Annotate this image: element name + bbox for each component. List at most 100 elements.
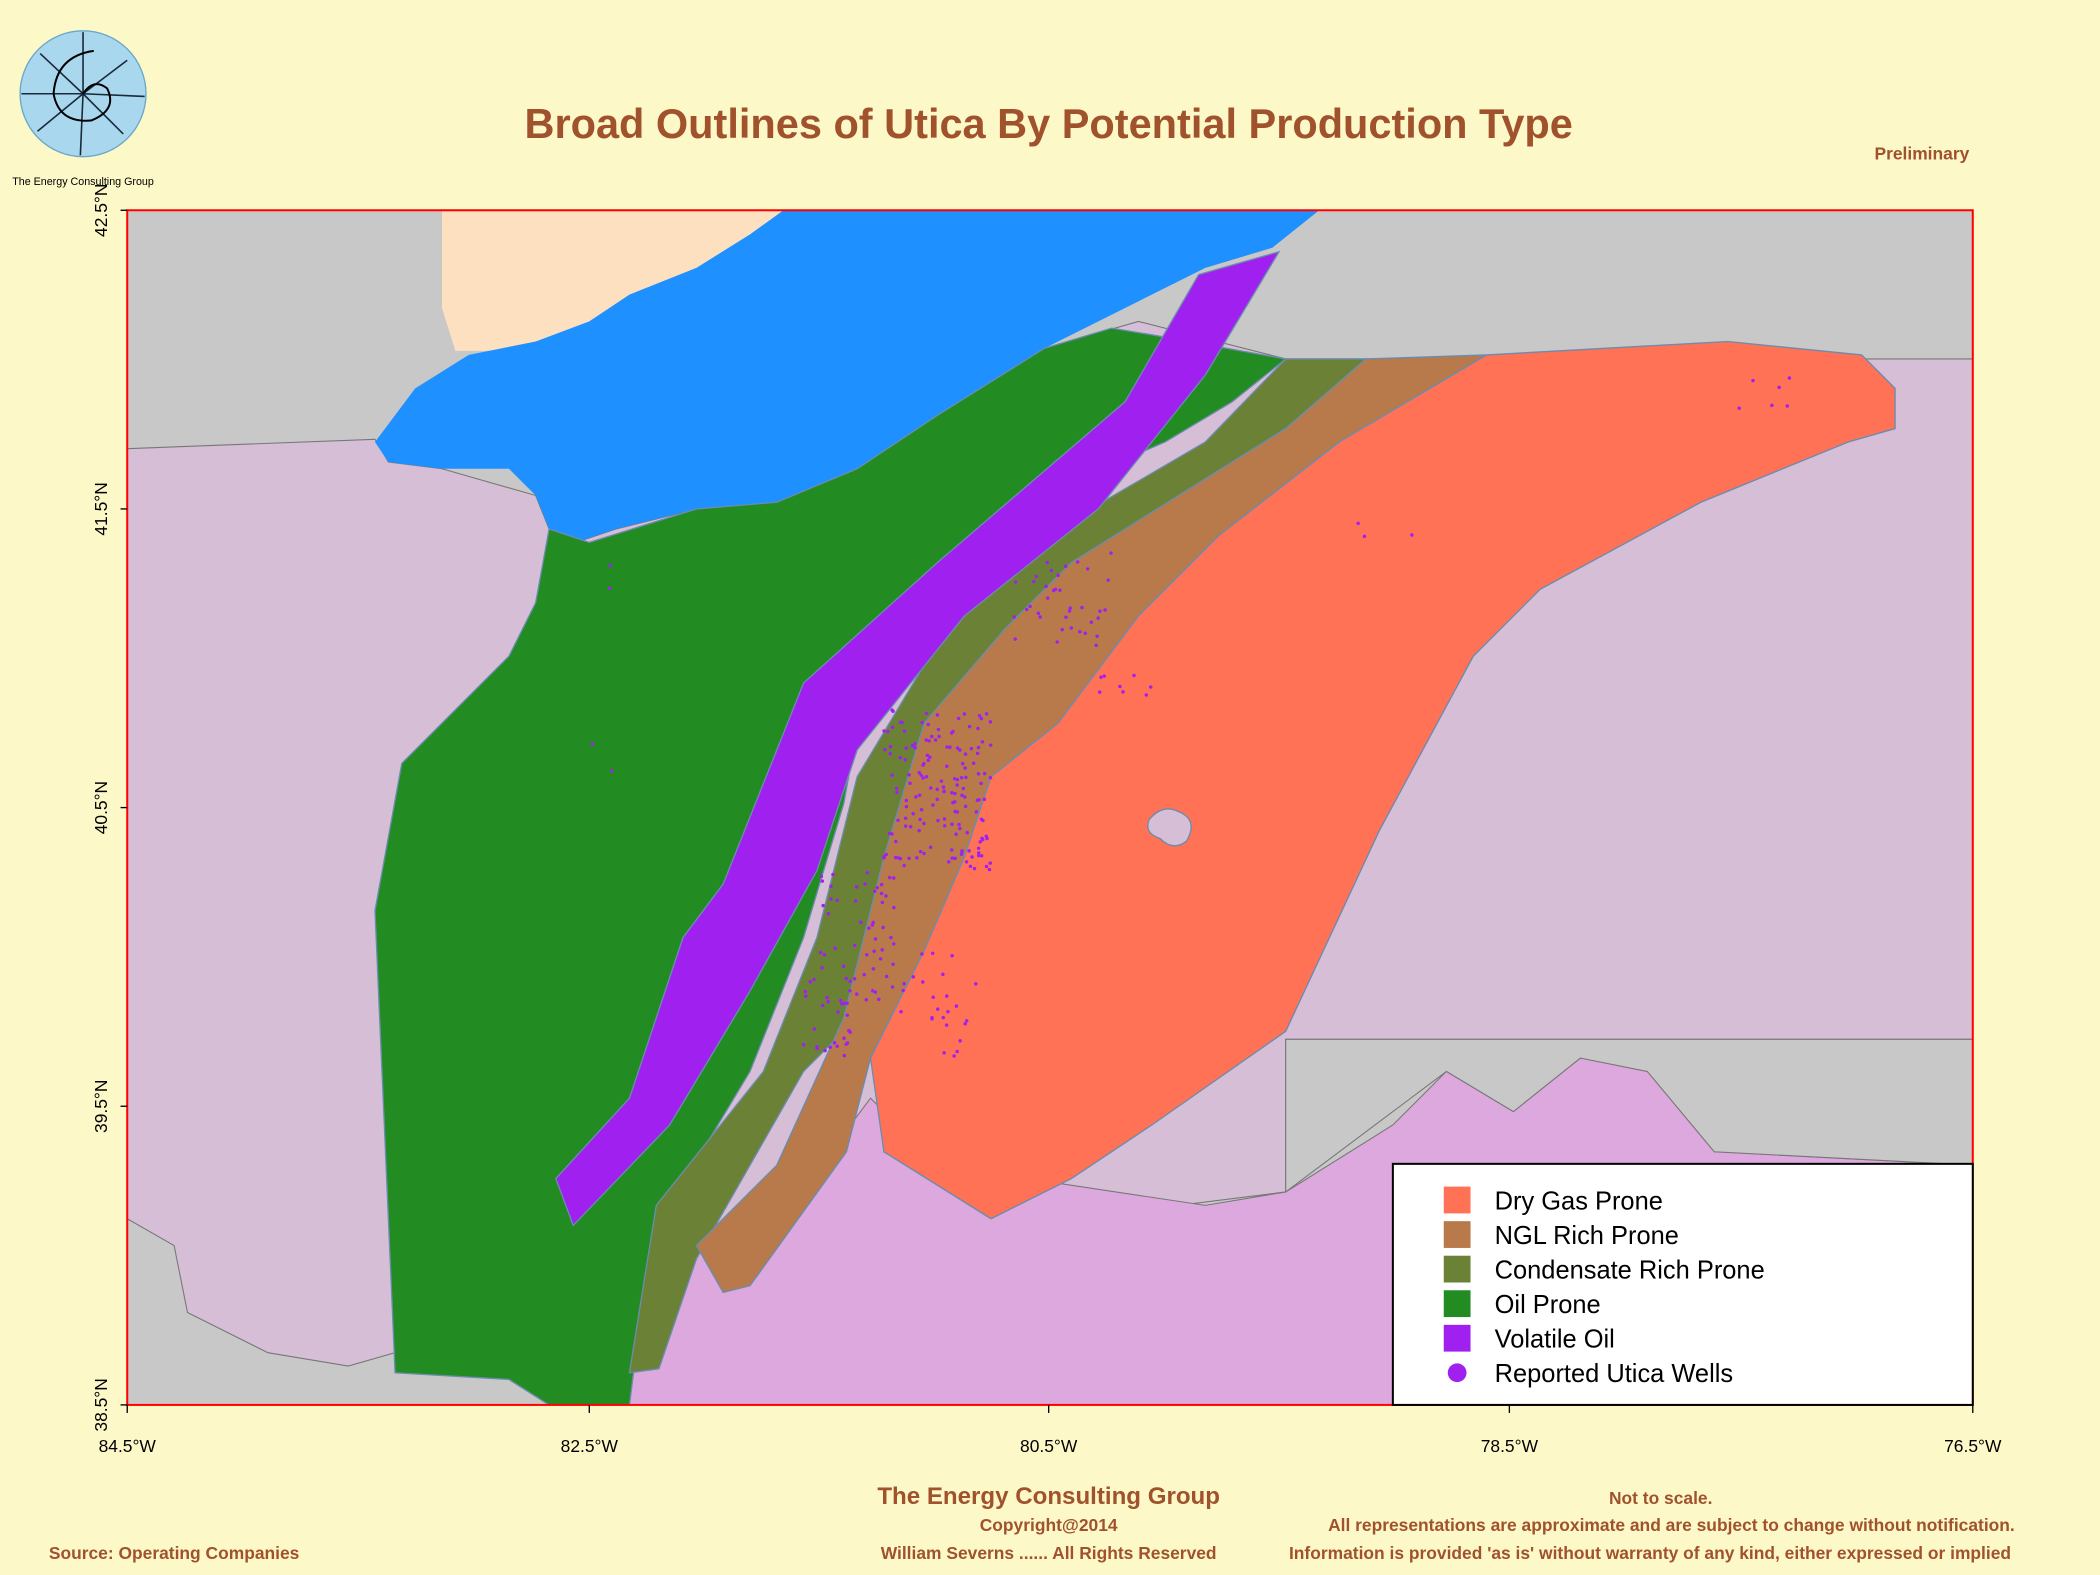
well-marker bbox=[888, 752, 892, 756]
well-marker bbox=[1144, 693, 1149, 697]
well-marker bbox=[949, 848, 954, 852]
well-marker bbox=[921, 776, 925, 780]
well-marker bbox=[975, 751, 980, 756]
well-marker bbox=[845, 1001, 849, 1005]
well-marker bbox=[884, 894, 888, 898]
well-marker bbox=[848, 979, 852, 984]
lat-label: 40.5°N bbox=[91, 781, 111, 834]
footer-note: Not to scale. bbox=[1609, 1488, 1713, 1508]
lon-label: 78.5°W bbox=[1481, 1436, 1539, 1456]
well-marker bbox=[1080, 605, 1084, 610]
well-marker bbox=[946, 1009, 950, 1014]
well-marker bbox=[960, 761, 965, 766]
well-marker bbox=[893, 855, 898, 860]
legend-swatch bbox=[1443, 1290, 1471, 1318]
well-marker bbox=[930, 734, 934, 739]
well-marker bbox=[953, 856, 957, 861]
well-marker bbox=[920, 720, 924, 725]
footer-note: All representations are approximate and … bbox=[1328, 1515, 2015, 1535]
well-marker bbox=[852, 977, 857, 981]
well-marker bbox=[958, 1039, 962, 1043]
well-marker bbox=[977, 713, 982, 718]
well-marker bbox=[1109, 551, 1113, 555]
well-marker bbox=[842, 1053, 847, 1058]
canada-land bbox=[441, 210, 784, 351]
inland-lake bbox=[1147, 808, 1192, 847]
well-marker bbox=[888, 745, 893, 749]
legend-swatch bbox=[1443, 1186, 1471, 1214]
well-marker bbox=[1038, 615, 1042, 619]
well-marker bbox=[1036, 611, 1041, 616]
well-marker bbox=[925, 753, 930, 758]
logo bbox=[19, 30, 147, 158]
well-marker bbox=[911, 975, 915, 979]
well-marker bbox=[980, 740, 985, 744]
well-marker bbox=[963, 1022, 967, 1026]
well-marker bbox=[904, 746, 908, 750]
well-marker bbox=[971, 761, 976, 765]
well-marker bbox=[890, 773, 894, 777]
well-marker bbox=[872, 949, 876, 954]
well-marker bbox=[1787, 376, 1792, 380]
well-marker bbox=[895, 790, 899, 795]
well-marker bbox=[987, 867, 992, 872]
well-marker bbox=[891, 709, 895, 714]
well-marker bbox=[944, 1023, 949, 1027]
well-marker bbox=[883, 747, 887, 752]
footer-copyright: Copyright@2014 bbox=[980, 1515, 1118, 1535]
legend-label: Reported Utica Wells bbox=[1495, 1360, 1733, 1388]
well-marker bbox=[935, 713, 940, 717]
well-marker bbox=[957, 822, 961, 827]
well-marker bbox=[954, 832, 958, 836]
well-marker bbox=[894, 839, 898, 844]
well-marker bbox=[926, 722, 930, 727]
well-marker bbox=[1053, 587, 1058, 592]
well-marker bbox=[891, 942, 896, 946]
well-marker bbox=[942, 824, 947, 828]
legend-label: Condensate Rich Prone bbox=[1495, 1256, 1765, 1284]
well-marker bbox=[845, 1013, 849, 1017]
well-marker bbox=[1060, 627, 1064, 632]
well-marker bbox=[1098, 609, 1102, 613]
well-marker bbox=[979, 817, 984, 821]
well-marker bbox=[848, 989, 852, 993]
well-marker bbox=[863, 882, 867, 886]
well-marker bbox=[1118, 684, 1122, 689]
well-marker bbox=[908, 825, 913, 829]
production-zone bbox=[555, 250, 1281, 1227]
well-marker bbox=[1032, 579, 1036, 584]
well-marker bbox=[882, 709, 887, 713]
well-marker bbox=[959, 775, 964, 780]
well-marker bbox=[904, 804, 909, 809]
well-marker bbox=[1102, 674, 1106, 678]
well-marker bbox=[988, 775, 993, 780]
well-marker bbox=[963, 766, 967, 770]
well-marker bbox=[822, 953, 827, 957]
well-marker bbox=[801, 1043, 806, 1047]
well-marker bbox=[917, 828, 921, 833]
well-marker bbox=[1075, 560, 1080, 564]
well-marker bbox=[1078, 630, 1082, 634]
well-marker bbox=[953, 791, 957, 796]
well-marker bbox=[929, 786, 933, 790]
well-marker bbox=[881, 925, 885, 930]
legend-label: Volatile Oil bbox=[1495, 1326, 1615, 1354]
well-marker bbox=[979, 854, 984, 858]
well-marker bbox=[1013, 580, 1018, 584]
status-label: Preliminary bbox=[1874, 143, 1969, 163]
well-marker bbox=[870, 989, 875, 993]
well-marker bbox=[903, 758, 907, 762]
well-marker bbox=[984, 834, 988, 838]
well-marker bbox=[900, 720, 904, 725]
well-marker bbox=[903, 816, 908, 821]
well-marker bbox=[1362, 534, 1367, 539]
well-marker bbox=[961, 786, 966, 791]
well-marker bbox=[936, 1007, 940, 1011]
well-marker bbox=[921, 763, 925, 767]
well-marker bbox=[926, 758, 930, 763]
well-marker bbox=[829, 897, 833, 901]
well-marker bbox=[1089, 620, 1094, 624]
well-marker bbox=[931, 995, 935, 999]
well-marker bbox=[963, 804, 968, 809]
well-marker bbox=[922, 851, 926, 856]
